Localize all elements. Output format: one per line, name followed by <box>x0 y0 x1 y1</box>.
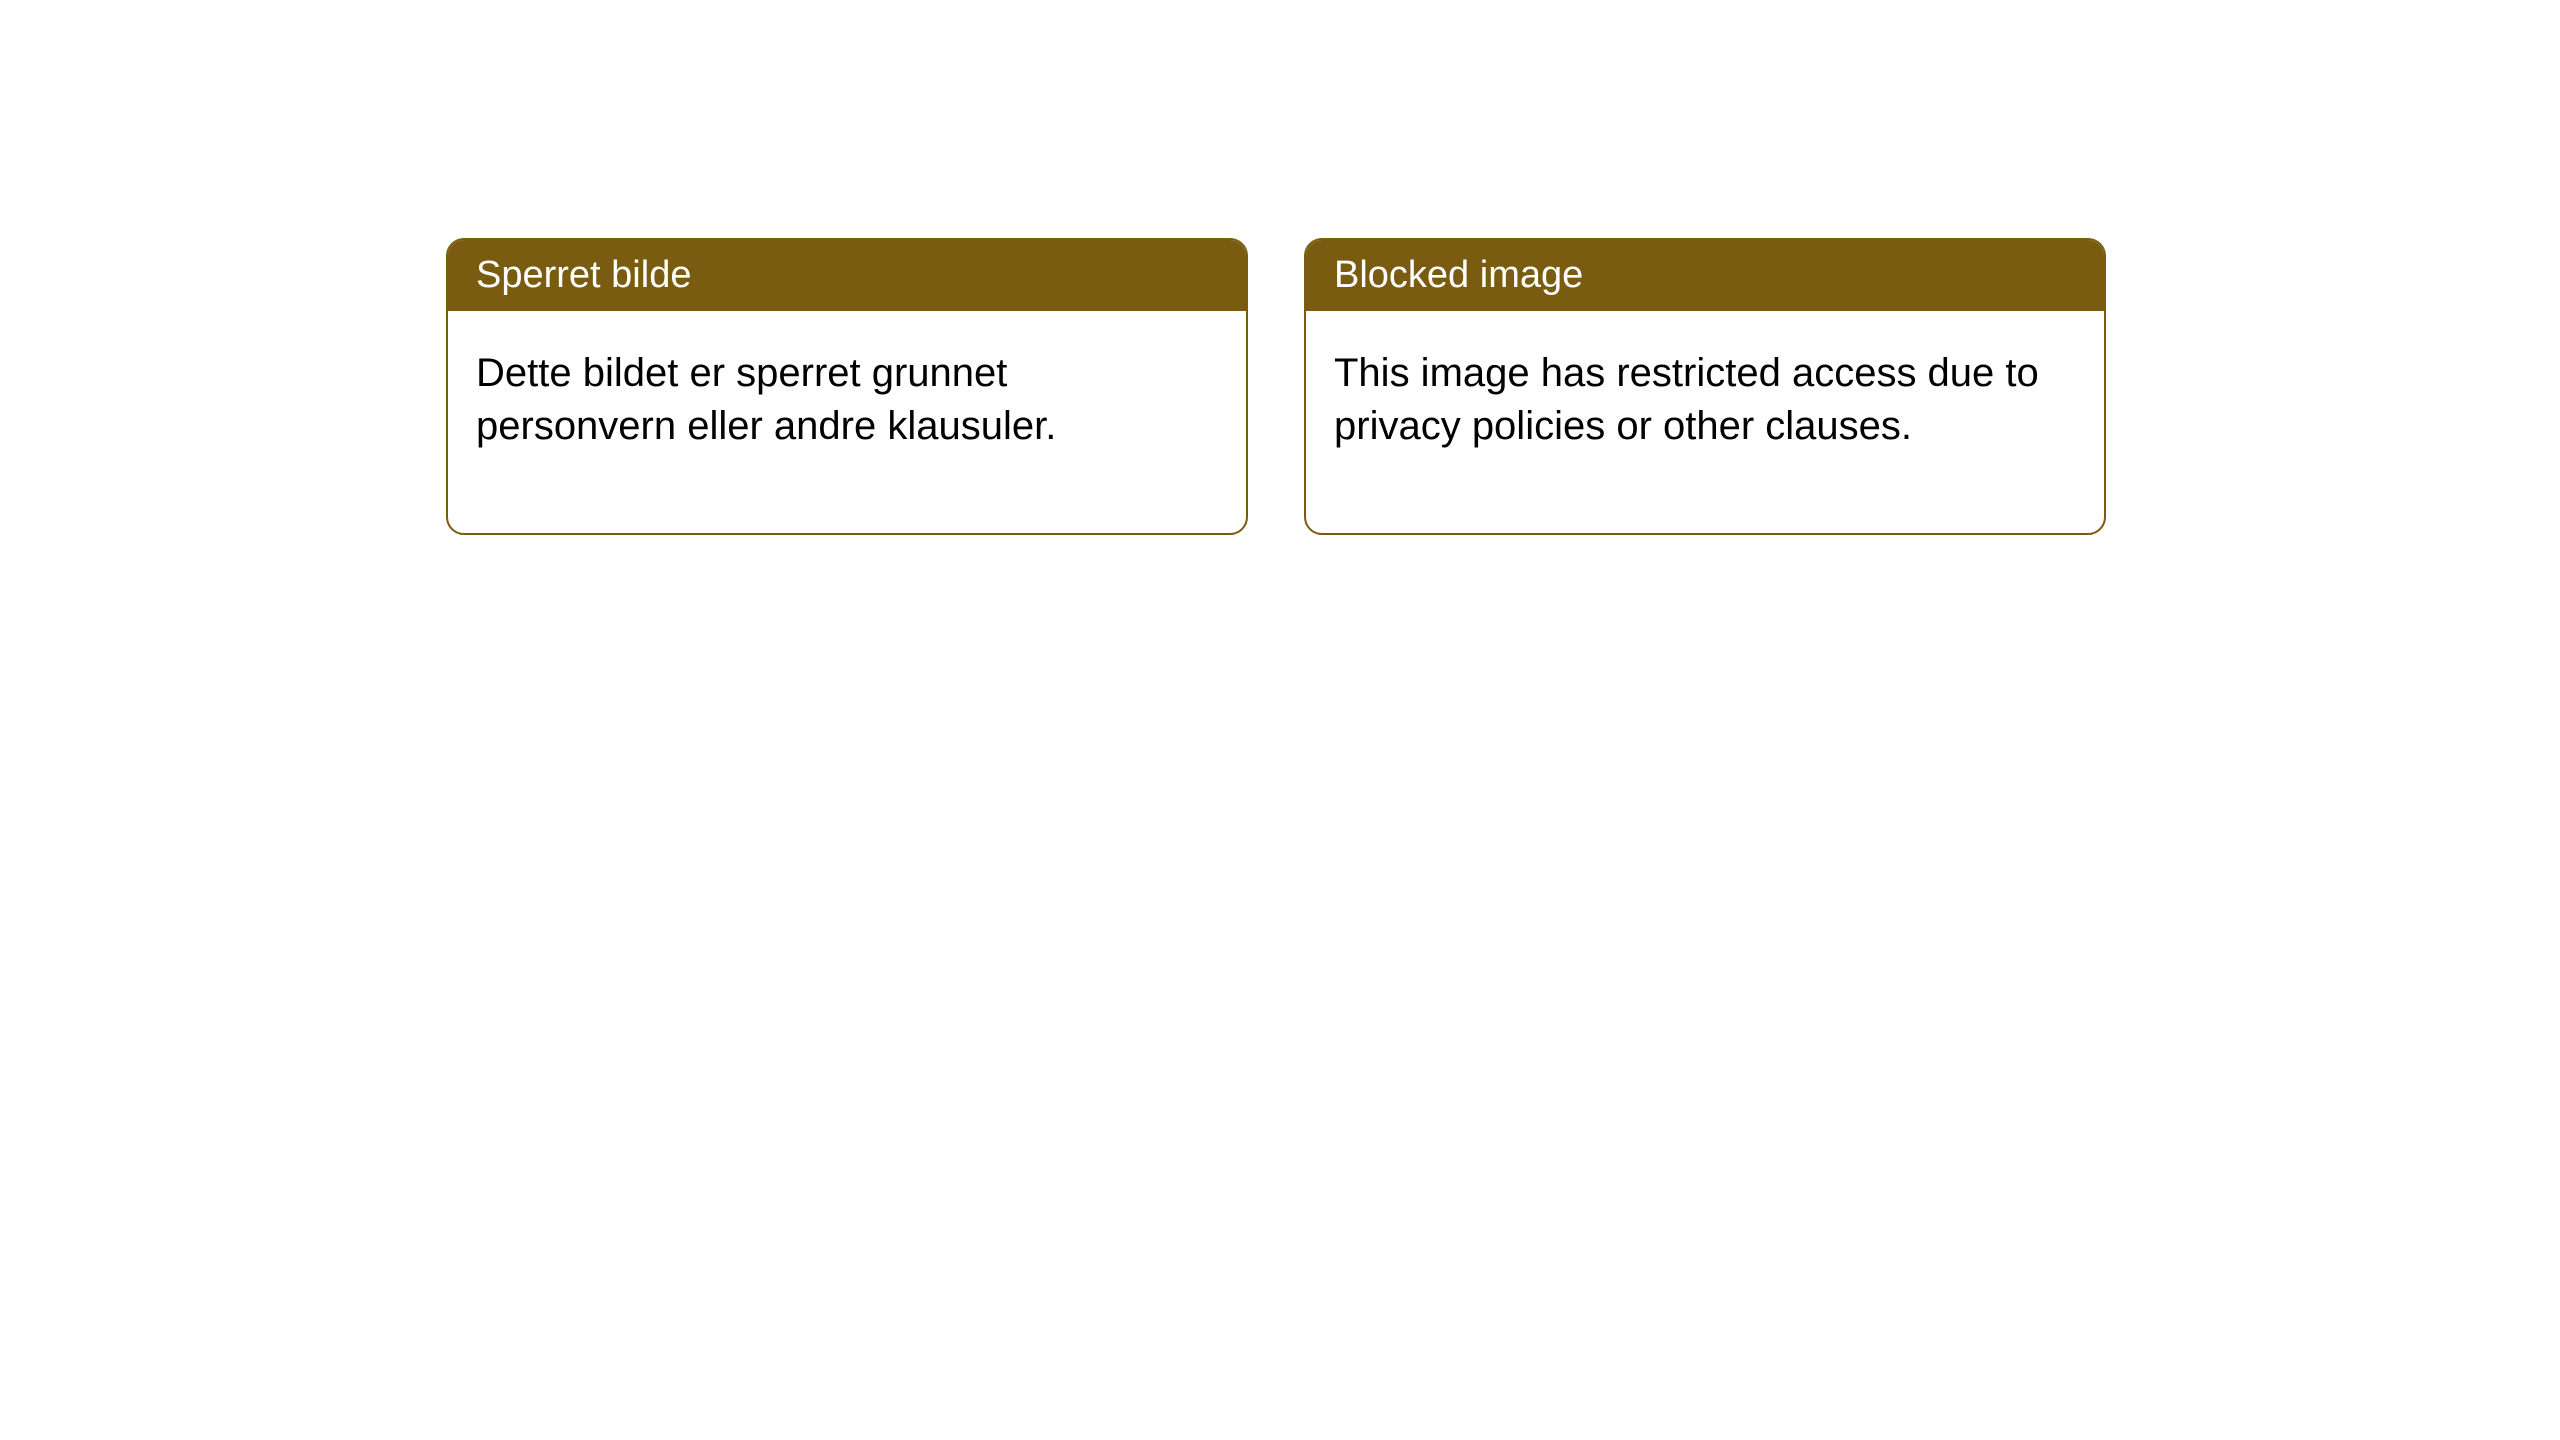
blocked-image-card-english: Blocked image This image has restricted … <box>1304 238 2106 535</box>
card-title-english: Blocked image <box>1306 240 2104 311</box>
card-title-norwegian: Sperret bilde <box>448 240 1246 311</box>
card-body-english: This image has restricted access due to … <box>1306 311 2104 533</box>
blocked-image-card-norwegian: Sperret bilde Dette bildet er sperret gr… <box>446 238 1248 535</box>
notice-cards-container: Sperret bilde Dette bildet er sperret gr… <box>0 0 2560 535</box>
card-body-norwegian: Dette bildet er sperret grunnet personve… <box>448 311 1246 533</box>
